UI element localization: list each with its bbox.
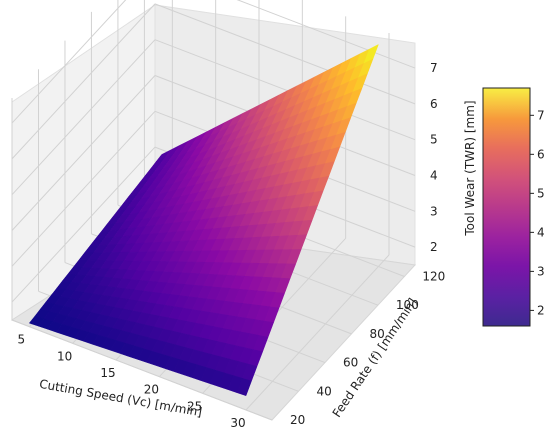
y-tick-label: 100 (396, 298, 419, 312)
colorbar-tick-label: 4 (537, 225, 545, 239)
colorbar-tick-label: 6 (537, 147, 545, 161)
grid-line (11, 319, 273, 421)
surface-patch (236, 377, 252, 397)
y-tick-label: 60 (343, 356, 358, 370)
grid-line (11, 39, 156, 196)
x-tick-label: 25 (187, 399, 202, 413)
x-tick-label: 15 (100, 366, 115, 380)
colorbar-tick-label: 2 (537, 303, 545, 317)
y-tick-label: 80 (369, 327, 384, 341)
x-tick-label: 10 (57, 349, 72, 363)
y-tick-label: 20 (290, 413, 305, 427)
colorbar (482, 87, 531, 327)
grid-line (11, 75, 156, 231)
z-tick-label: 4 (430, 168, 438, 182)
colorbar-ticks: 2 3 4 5 6 7 (530, 108, 545, 317)
x-tick-label: 20 (144, 383, 159, 397)
z-tick-label: 3 (430, 204, 438, 218)
z-tick-label: 5 (430, 133, 438, 147)
colorbar-tick-label: 5 (537, 186, 545, 200)
z-tick-label: 6 (430, 97, 438, 111)
grid-line (11, 146, 156, 303)
z-tick-label: 2 (430, 240, 438, 254)
grid-line (245, 254, 390, 411)
surface-mesh (28, 43, 379, 397)
x-tick-label: 30 (230, 416, 245, 430)
colorbar-tick-label: 7 (537, 108, 545, 122)
x-tick-label: 5 (18, 333, 26, 347)
colorbar-gradient (482, 87, 531, 327)
grid-line (154, 3, 416, 105)
z-tick-label: 7 (430, 61, 438, 75)
grid-line (11, 110, 156, 267)
axis-ticks: 5 10 15 20 25 30 20 40 60 80 100 120 2 3 4 5 6 7 (18, 61, 446, 430)
colorbar-tick-label: 3 (537, 264, 545, 278)
y-tick-label: 120 (422, 269, 445, 283)
z-axis-label: Tool Wear (TWR) [mm] (463, 100, 477, 236)
y-tick-label: 40 (316, 384, 331, 398)
grid-line (11, 3, 156, 160)
grid-line (154, 39, 416, 141)
grid-line (11, 0, 127, 124)
